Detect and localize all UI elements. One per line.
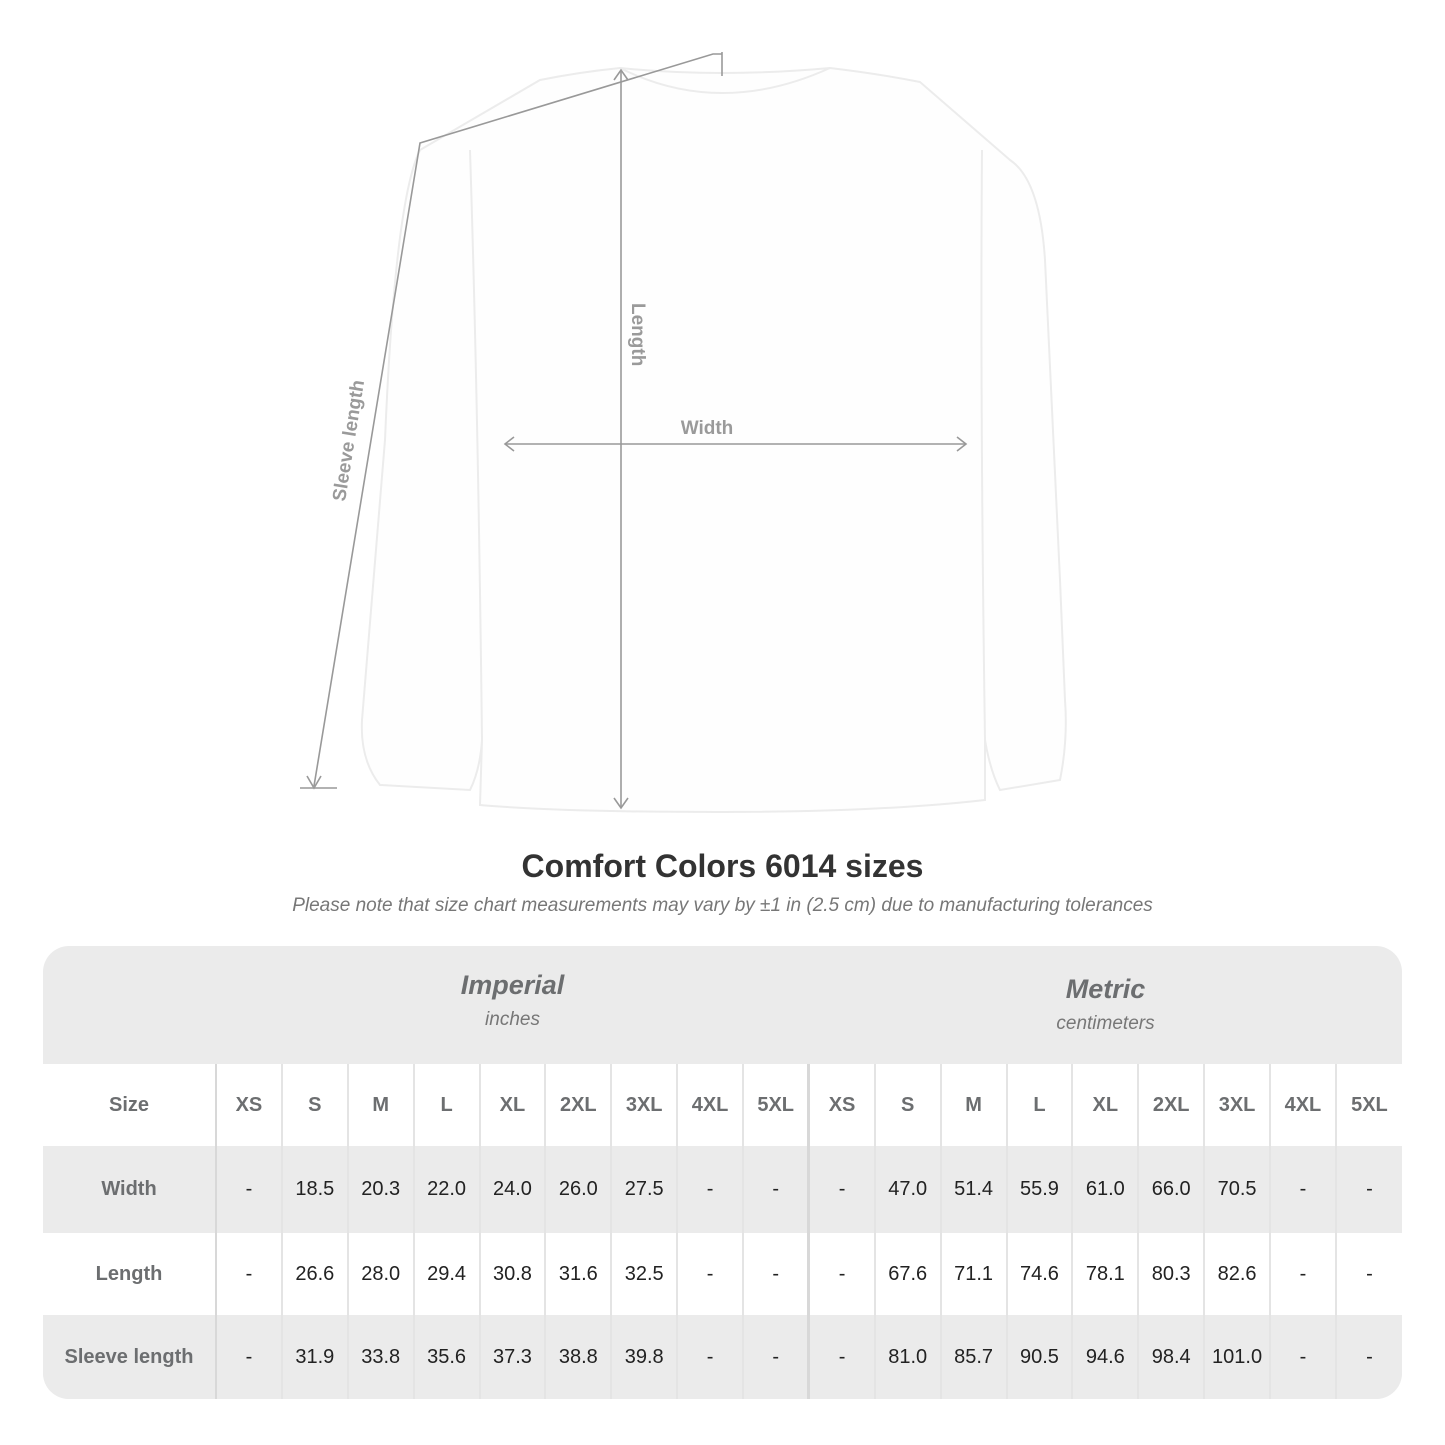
table-cell: -	[676, 1233, 743, 1315]
table-cell: 70.5	[1203, 1146, 1270, 1233]
length-arrow	[613, 68, 629, 810]
table-cell: 51.4	[939, 1146, 1007, 1233]
table-cell: 66.0	[1137, 1146, 1205, 1233]
sleeve-length-arrow	[300, 52, 723, 790]
table-cell: 85.7	[939, 1315, 1007, 1399]
size-header-imperial-s: S	[280, 1064, 348, 1146]
table-cell: -	[742, 1315, 809, 1399]
table-cell: 18.5	[280, 1146, 348, 1233]
shirt-illustration	[360, 66, 1067, 814]
table-cell: 61.0	[1071, 1146, 1139, 1233]
table-cell: -	[1269, 1315, 1336, 1399]
table-cell: -	[676, 1315, 743, 1399]
size-header-imperial-l: L	[412, 1064, 480, 1146]
size-header-metric-xl: XL	[1071, 1064, 1139, 1146]
table-cell: -	[742, 1233, 809, 1315]
shirt-diagram: Length Width Sleeve length	[300, 52, 1067, 814]
table-cell: 39.8	[610, 1315, 678, 1399]
table-cell: -	[1334, 1233, 1402, 1315]
table-cell: -	[1334, 1146, 1402, 1233]
metric-title: Metric	[1065, 974, 1146, 1004]
size-header-imperial-xs: XS	[215, 1064, 282, 1146]
size-header-imperial-2xl: 2XL	[544, 1064, 612, 1146]
size-header-metric-3xl: 3XL	[1203, 1064, 1270, 1146]
length-label: Length	[627, 303, 648, 366]
table-cell: 22.0	[412, 1146, 480, 1233]
row-label: Length	[43, 1233, 217, 1315]
size-header-imperial-5xl: 5XL	[742, 1064, 809, 1146]
size-label: Size	[43, 1064, 217, 1146]
table-cell: 28.0	[346, 1233, 414, 1315]
size-header-imperial-4xl: 4XL	[676, 1064, 743, 1146]
size-header-metric-5xl: 5XL	[1334, 1064, 1402, 1146]
table-cell: 47.0	[873, 1146, 941, 1233]
table-cell: 55.9	[1005, 1146, 1073, 1233]
table-cell: 71.1	[939, 1233, 1007, 1315]
size-header-metric-m: M	[939, 1064, 1007, 1146]
imperial-unit: inches	[485, 1009, 540, 1030]
table-cell: 27.5	[610, 1146, 678, 1233]
table-cell: -	[1334, 1315, 1402, 1399]
table-cell: 24.0	[478, 1146, 546, 1233]
table-cell: -	[807, 1315, 875, 1399]
row-label: Width	[43, 1146, 217, 1233]
table-cell: -	[807, 1146, 875, 1233]
table-row: Sleeve length -31.9 33.8 35.6 37.3 38.8 39.8- -…	[43, 1315, 1402, 1399]
table-cell: 38.8	[544, 1315, 612, 1399]
table-cell: 29.4	[412, 1233, 480, 1315]
size-header-metric-xs: XS	[807, 1064, 875, 1146]
table-cell: -	[1269, 1146, 1336, 1233]
size-header-metric-4xl: 4XL	[1269, 1064, 1336, 1146]
imperial-header: Imperial inches	[216, 946, 809, 1064]
table-cell: 82.6	[1203, 1233, 1270, 1315]
width-label: Width	[681, 418, 734, 439]
table-cell: 98.4	[1137, 1315, 1205, 1399]
tolerance-note: Please note that size chart measurements…	[292, 895, 1153, 916]
table-cell: 67.6	[873, 1233, 941, 1315]
table-cell: 26.0	[544, 1146, 612, 1233]
row-label: Sleeve length	[43, 1315, 217, 1399]
size-table: Imperial inches Metric centimeters Size X…	[43, 946, 1402, 1399]
table-cell: -	[742, 1146, 809, 1233]
size-header-metric-l: L	[1005, 1064, 1073, 1146]
table-cell: 90.5	[1005, 1315, 1073, 1399]
table-cell: 35.6	[412, 1315, 480, 1399]
table-row: Length -26.6 28.0 29.4 30.8 31.6 32.5- - -67.6 71…	[43, 1233, 1402, 1315]
table-cell: -	[676, 1146, 743, 1233]
table-cell: 26.6	[280, 1233, 348, 1315]
table-cell: 31.6	[544, 1233, 612, 1315]
width-arrow	[503, 436, 968, 452]
metric-header: Metric centimeters	[809, 946, 1402, 1064]
size-header-metric-s: S	[873, 1064, 941, 1146]
table-cell: 101.0	[1203, 1315, 1270, 1399]
imperial-title: Imperial	[460, 970, 565, 1000]
chart-title: Comfort Colors 6014 sizes	[521, 848, 924, 884]
table-cell: -	[215, 1146, 282, 1233]
size-header-metric-2xl: 2XL	[1137, 1064, 1205, 1146]
table-cell: 37.3	[478, 1315, 546, 1399]
table-cell: -	[807, 1233, 875, 1315]
size-header-imperial-3xl: 3XL	[610, 1064, 678, 1146]
table-cell: 78.1	[1071, 1233, 1139, 1315]
table-cell: -	[1269, 1233, 1336, 1315]
table-cell: 80.3	[1137, 1233, 1205, 1315]
size-header-imperial-xl: XL	[478, 1064, 546, 1146]
table-cell: -	[215, 1315, 282, 1399]
metric-unit: centimeters	[1056, 1013, 1155, 1034]
table-cell: 33.8	[346, 1315, 414, 1399]
table-cell: -	[215, 1233, 282, 1315]
table-cell: 20.3	[346, 1146, 414, 1233]
table-cell: 32.5	[610, 1233, 678, 1315]
size-header-row: Size XS S M L XL 2XL 3XL 4XL 5XL XS S M L XL 2XL 3XL 4XL 5…	[43, 1064, 1402, 1146]
table-cell: 30.8	[478, 1233, 546, 1315]
table-cell: 74.6	[1005, 1233, 1073, 1315]
size-header-imperial-m: M	[346, 1064, 414, 1146]
table-row: Width -18.5 20.3 22.0 24.0 26.0 27.5- - -47.0 51.…	[43, 1146, 1402, 1233]
size-grid: Size XS S M L XL 2XL 3XL 4XL 5XL XS S M L XL 2XL 3XL 4XL 5…	[43, 1064, 1402, 1399]
table-cell: 94.6	[1071, 1315, 1139, 1399]
table-cell: 31.9	[280, 1315, 348, 1399]
table-cell: 81.0	[873, 1315, 941, 1399]
